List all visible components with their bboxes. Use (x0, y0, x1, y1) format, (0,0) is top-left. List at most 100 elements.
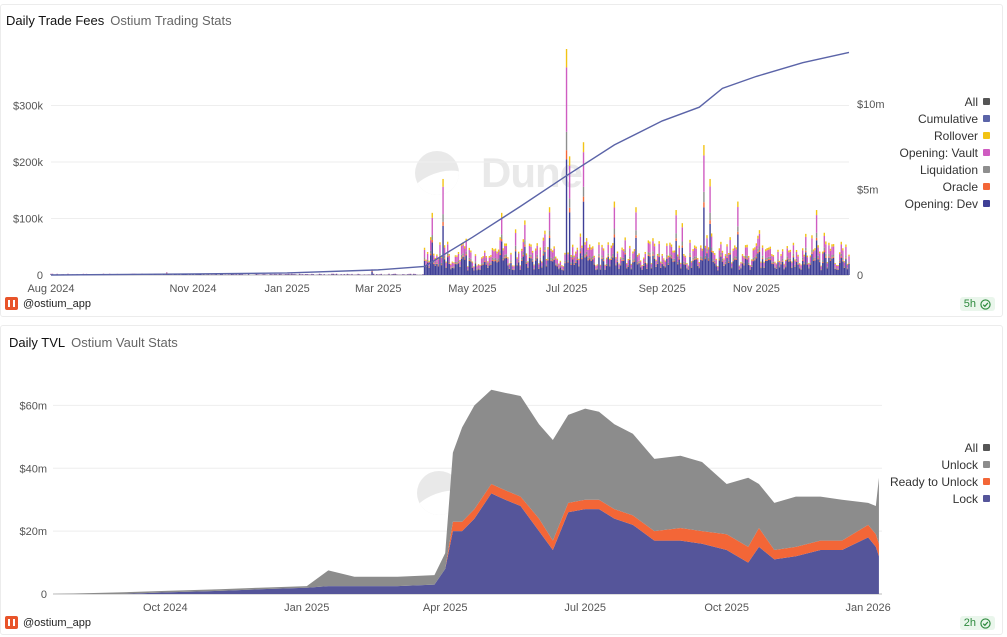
fee-bar[interactable] (792, 245, 795, 254)
fee-bar[interactable] (544, 230, 546, 235)
fee-bar[interactable] (755, 245, 758, 255)
fee-bar[interactable] (806, 264, 809, 275)
fee-bar[interactable] (548, 235, 551, 239)
fee-bar[interactable] (666, 257, 668, 259)
fee-bar[interactable] (718, 259, 721, 261)
fee-bar[interactable] (680, 262, 682, 264)
fee-bar[interactable] (487, 267, 489, 268)
fee-bar[interactable] (795, 251, 798, 259)
fee-bar[interactable] (555, 258, 557, 264)
fee-bar[interactable] (676, 256, 679, 263)
fee-bar[interactable] (426, 252, 429, 254)
fee-bar[interactable] (822, 262, 824, 275)
fee-bar[interactable] (558, 263, 560, 265)
fee-bar[interactable] (465, 255, 467, 275)
fee-bar[interactable] (721, 252, 724, 259)
fee-bar[interactable] (809, 264, 812, 275)
fee-bar[interactable] (647, 242, 650, 253)
fee-bar[interactable] (845, 246, 847, 256)
fee-bar[interactable] (553, 258, 555, 260)
fee-bar[interactable] (757, 251, 759, 254)
fee-bar[interactable] (704, 259, 707, 275)
fee-bar[interactable] (465, 238, 467, 242)
fee-bar[interactable] (462, 244, 464, 254)
fee-bar[interactable] (551, 250, 554, 253)
fee-bar[interactable] (817, 247, 819, 256)
legend-item[interactable]: All (890, 440, 990, 457)
fee-bar[interactable] (575, 261, 577, 263)
fee-bar[interactable] (471, 262, 474, 267)
fee-bar[interactable] (676, 263, 679, 265)
fee-bar[interactable] (465, 254, 467, 256)
fee-bar[interactable] (814, 248, 816, 251)
fee-bar[interactable] (482, 264, 484, 275)
fee-bar[interactable] (822, 253, 824, 261)
fee-bar[interactable] (700, 258, 702, 260)
fee-bar[interactable] (576, 256, 579, 260)
fee-bar[interactable] (445, 261, 447, 263)
fee-bar[interactable] (630, 263, 633, 265)
fee-bar[interactable] (780, 263, 782, 265)
fee-bar[interactable] (536, 257, 538, 259)
fee-bar[interactable] (585, 238, 588, 242)
fee-bar[interactable] (729, 253, 731, 255)
fee-bar[interactable] (556, 264, 558, 266)
fee-bar[interactable] (562, 266, 565, 267)
fee-bar[interactable] (667, 264, 670, 275)
fee-bar[interactable] (519, 266, 521, 269)
fee-bar[interactable] (801, 250, 804, 258)
fee-bar[interactable] (829, 259, 832, 261)
fee-bar[interactable] (751, 266, 753, 275)
fee-bar[interactable] (764, 251, 767, 259)
fee-bar[interactable] (720, 244, 722, 253)
fee-bar[interactable] (791, 262, 793, 267)
fee-bar[interactable] (559, 267, 562, 275)
fee-bar[interactable] (450, 264, 452, 268)
fee-bar[interactable] (809, 262, 812, 264)
fee-bar[interactable] (672, 258, 674, 261)
fee-bar[interactable] (613, 228, 616, 235)
fee-bar[interactable] (579, 233, 582, 237)
fee-bar[interactable] (531, 250, 534, 253)
fee-bar[interactable] (703, 207, 705, 275)
fee-bar[interactable] (426, 259, 429, 262)
fee-bar[interactable] (630, 267, 633, 269)
fee-bar[interactable] (522, 252, 525, 255)
fee-bar[interactable] (828, 256, 830, 258)
fee-bar[interactable] (473, 267, 475, 270)
fee-bar[interactable] (695, 248, 697, 257)
fee-bar[interactable] (695, 246, 697, 249)
fee-bar[interactable] (670, 255, 673, 258)
fee-bar[interactable] (843, 267, 846, 268)
fee-bar[interactable] (697, 264, 699, 266)
fee-bar[interactable] (758, 230, 761, 234)
fee-bar[interactable] (771, 254, 773, 256)
fee-bar[interactable] (715, 266, 717, 275)
fee-bar[interactable] (825, 241, 827, 245)
fee-bar[interactable] (587, 249, 589, 258)
fee-bar[interactable] (673, 250, 676, 253)
fee-bar[interactable] (692, 257, 694, 260)
fee-bar[interactable] (755, 256, 758, 259)
fee-bar[interactable] (430, 237, 432, 241)
fee-bar[interactable] (533, 264, 535, 266)
fee-bar[interactable] (798, 264, 801, 268)
fee-bar[interactable] (446, 241, 449, 245)
fee-bar[interactable] (707, 247, 710, 250)
fee-bar[interactable] (769, 260, 771, 275)
fee-bar[interactable] (815, 240, 818, 275)
fee-bar[interactable] (795, 261, 798, 275)
fee-bar[interactable] (476, 270, 478, 275)
fee-bar[interactable] (392, 274, 395, 275)
fee-bar[interactable] (440, 256, 443, 258)
fee-bar[interactable] (785, 265, 787, 267)
fee-bar[interactable] (805, 252, 807, 275)
refresh-badge[interactable]: 2h (959, 616, 995, 630)
fee-bar[interactable] (701, 260, 704, 275)
fee-bar[interactable] (675, 240, 677, 275)
fee-bar[interactable] (517, 251, 520, 254)
fee-bar[interactable] (794, 266, 796, 267)
fee-bar[interactable] (618, 264, 620, 268)
fee-bar[interactable] (430, 255, 432, 275)
fee-bar[interactable] (704, 255, 707, 258)
